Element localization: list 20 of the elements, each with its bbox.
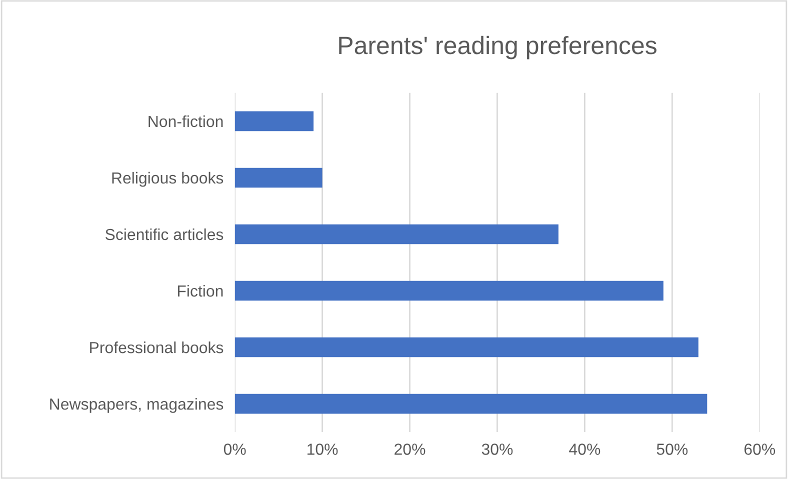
bar [234,337,698,358]
bar [234,280,664,301]
x-tick-label: 40% [569,444,600,455]
bar [234,394,708,414]
x-tick-label: 60% [744,444,776,455]
y-tick-label: Professional books [90,341,224,354]
x-tick-label: 20% [394,444,426,455]
y-tick-label: Newspapers, magazines [50,398,224,413]
x-tick-label: 0% [224,444,246,455]
x-tick-label: 50% [656,444,688,455]
chart-title: Parents' reading preferences [339,36,656,60]
x-tick-label: 10% [308,444,338,455]
bar [234,168,322,188]
y-tick-label: Scientific articles [106,228,224,240]
bar [234,111,314,132]
y-tick-label: Non-fiction [148,115,223,128]
bar [234,224,558,244]
x-tick-label: 30% [482,444,513,455]
y-tick-label: Fiction [178,284,223,297]
y-tick-label: Religious books [112,172,224,187]
